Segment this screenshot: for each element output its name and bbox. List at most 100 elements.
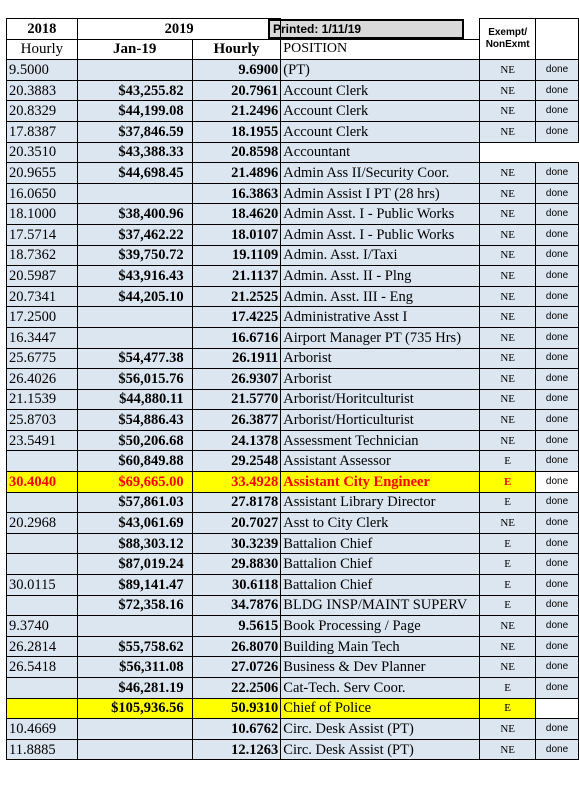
- position-cell: Cat-Tech. Serv Coor.: [280, 677, 481, 699]
- position-cell: Admin. Asst. I/Taxi: [280, 244, 481, 267]
- exempt-status-cell: NE: [479, 59, 537, 81]
- jan-19-salary-cell: $105,936.56: [76, 697, 193, 720]
- position-cell: (PT): [280, 59, 481, 81]
- table-row: 20.7341 $44,205.10 21.2525 Admin. Asst. III…: [6, 285, 579, 308]
- hourly-2019-cell: 20.7961: [191, 79, 282, 102]
- hourly-2019-cell: 29.2548: [191, 450, 282, 473]
- hourly-2018-cell: 18.7362: [6, 244, 78, 267]
- done-status-cell: done: [535, 512, 579, 534]
- hourly-2019-cell: 16.3863: [191, 182, 282, 205]
- hourly-2019-cell: 9.6900: [191, 59, 282, 81]
- table-row: 30.0115 $89,141.47 30.6118 Battalion Chief E…: [6, 574, 579, 596]
- table-row: 11.8885 12.1263 Circ. Desk Assist (PT) NE do…: [6, 738, 579, 761]
- done-status-cell: done: [535, 120, 579, 143]
- jan-19-salary-cell: [76, 306, 193, 328]
- position-cell: Circ. Desk Assist (PT): [280, 738, 481, 761]
- table-row: 26.5418 $56,311.08 27.0726 Business & Dev P…: [6, 656, 579, 678]
- done-status-cell: done: [535, 244, 579, 267]
- done-status-cell: done: [535, 553, 579, 576]
- jan-19-salary-cell: $39,750.72: [76, 244, 193, 267]
- hourly-2019-cell: 18.1955: [191, 120, 282, 143]
- done-status-cell: done: [535, 59, 579, 81]
- done-status-cell: done: [535, 388, 579, 411]
- hourly-2019-cell: 10.6762: [191, 718, 282, 740]
- position-cell: Assistant Library Director: [280, 491, 481, 514]
- hourly-2019-cell: 30.6118: [191, 574, 282, 596]
- hourly-2018-cell: 17.8387: [6, 120, 78, 143]
- hourly-2019-cell: 21.2496: [191, 100, 282, 122]
- header-jan-19: Jan-19: [76, 38, 193, 61]
- exempt-status-cell: E: [479, 491, 537, 514]
- hourly-2018-cell: 20.3510: [6, 141, 78, 164]
- position-cell: Account Clerk: [280, 120, 481, 143]
- table-row: 17.5714 $37,462.22 18.0107 Admin Asst. I - …: [6, 223, 579, 246]
- hourly-2018-cell: [6, 697, 78, 720]
- exempt-status-cell: NE: [479, 429, 537, 452]
- hourly-2019-cell: 33.4928: [191, 471, 282, 493]
- hourly-2018-cell: 17.5714: [6, 223, 78, 246]
- header-hourly-2019: Hourly: [191, 38, 282, 61]
- position-cell: Admin. Asst. III - Eng: [280, 285, 481, 308]
- done-status-cell: done: [535, 409, 579, 431]
- table-row: 20.5987 $43,916.43 21.1137 Admin. Asst. II …: [6, 265, 579, 287]
- table-row: 25.6775 $54,477.38 26.1911 Arborist NE done: [6, 347, 579, 370]
- jan-19-salary-cell: [76, 615, 193, 637]
- position-cell: Business & Dev Planner: [280, 656, 481, 678]
- header-row-years: 2018 2019 Exempt/ NonExmt: [6, 17, 579, 61]
- done-status-cell: done: [535, 79, 579, 102]
- done-status-cell: done: [535, 223, 579, 246]
- exempt-status-cell: NE: [479, 244, 537, 267]
- position-cell: Admin Asst. I - Public Works: [280, 203, 481, 225]
- hourly-2018-cell: 26.4026: [6, 368, 78, 390]
- table-row: 17.2500 17.4225 Administrative Asst I NE don…: [6, 306, 579, 328]
- table-row: 16.0650 16.3863 Admin Assist I PT (28 hrs)…: [6, 182, 579, 205]
- done-status-cell: done: [535, 677, 579, 699]
- position-cell: Arborist/Horticulturist: [280, 409, 481, 431]
- exempt-status-cell: E: [479, 594, 537, 617]
- exempt-status-cell: NE: [479, 718, 537, 740]
- position-cell: Assistant City Engineer: [280, 471, 481, 493]
- table-row: $105,936.56 50.9310 Chief of Police E: [6, 697, 579, 720]
- exempt-status-cell: NE: [479, 79, 537, 102]
- hourly-2019-cell: 26.1911: [191, 347, 282, 370]
- table-row: 26.2814 $55,758.62 26.8070 Building Main Te…: [6, 635, 579, 658]
- header-spacer: [281, 19, 480, 40]
- hourly-2019-cell: 21.1137: [191, 265, 282, 287]
- done-status-cell: done: [535, 100, 579, 122]
- header-2018: 2018: [6, 18, 78, 40]
- position-cell: Account Clerk: [280, 79, 481, 102]
- exempt-status-cell: NE: [479, 347, 537, 370]
- done-status-cell: done: [535, 368, 579, 390]
- position-cell: Asst to City Clerk: [280, 512, 481, 534]
- done-status-cell: done: [535, 532, 579, 555]
- done-status-cell: done: [535, 326, 579, 349]
- table-row: 10.4669 10.6762 Circ. Desk Assist (PT) NE do…: [6, 718, 579, 740]
- hourly-2019-cell: 24.1378: [191, 429, 282, 452]
- done-status-cell: done: [535, 429, 579, 452]
- exempt-status-cell: NE: [479, 368, 537, 390]
- done-status-cell: done: [535, 471, 579, 493]
- done-status-cell: done: [535, 656, 579, 678]
- hourly-2019-cell: 12.1263: [191, 738, 282, 761]
- hourly-2018-cell: 9.5000: [6, 59, 78, 81]
- header-2019: 2019: [76, 18, 282, 40]
- position-cell: Arborist/Horitculturist: [280, 388, 481, 411]
- jan-19-salary-cell: $55,758.62: [76, 635, 193, 658]
- jan-19-salary-cell: $38,400.96: [76, 203, 193, 225]
- exempt-status-cell: NE: [479, 512, 537, 534]
- exempt-status-cell: NE: [479, 635, 537, 658]
- hourly-2018-cell: [6, 553, 78, 576]
- position-cell: Chief of Police: [280, 697, 481, 720]
- hourly-2019-cell: 26.3877: [191, 409, 282, 431]
- hourly-2019-cell: 20.7027: [191, 512, 282, 534]
- position-cell: Book Processing / Page: [280, 615, 481, 637]
- hourly-2018-cell: 20.8329: [6, 100, 78, 122]
- table-row: 20.8329 $44,199.08 21.2496 Account Clerk NE d…: [6, 100, 579, 122]
- exempt-status-cell: NE: [479, 738, 537, 761]
- hourly-2018-cell: 26.5418: [6, 656, 78, 678]
- exempt-status-cell: E: [479, 553, 537, 576]
- hourly-2018-cell: 25.8703: [6, 409, 78, 431]
- hourly-2019-cell: 20.8598: [191, 141, 282, 164]
- hourly-2018-cell: [6, 491, 78, 514]
- jan-19-salary-cell: $43,061.69: [76, 512, 193, 534]
